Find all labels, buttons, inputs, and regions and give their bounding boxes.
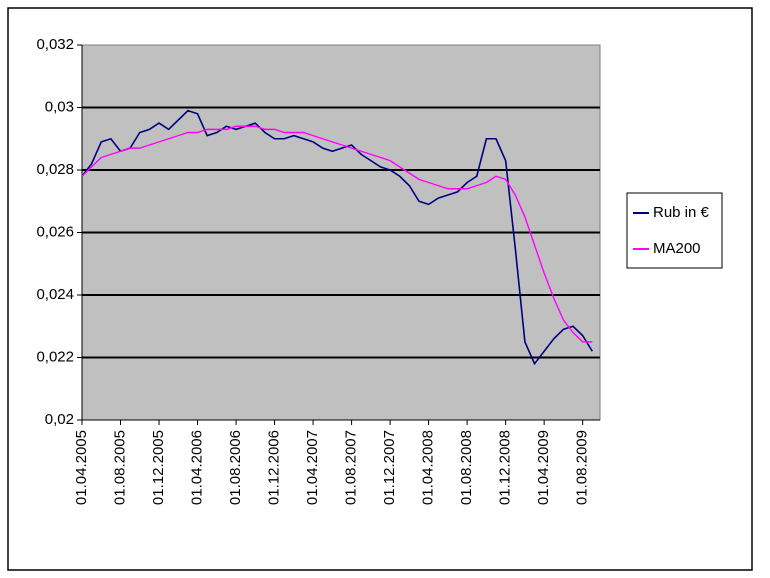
series-line (81, 109, 593, 366)
x-tick-label: 01.04.2007 (304, 430, 321, 505)
x-tick-label: 01.12.2008 (497, 430, 514, 505)
y-tick-label: 0,02 (45, 411, 74, 428)
y-tick-label: 0,028 (36, 161, 74, 178)
y-tick-label: 0,022 (36, 348, 74, 365)
y-tick-label: 0,03 (45, 98, 74, 115)
y-tick-label: 0,026 (36, 223, 74, 240)
x-tick-label: 01.12.2005 (150, 430, 167, 505)
x-tick-label: 01.12.2006 (266, 430, 283, 505)
legend-label: Rub in € (653, 204, 710, 221)
x-tick-label: 01.12.2007 (381, 430, 398, 505)
y-tick-label: 0,032 (36, 36, 74, 53)
x-tick-label: 01.08.2009 (574, 430, 591, 505)
legend-label: MA200 (653, 240, 701, 257)
legend-box (626, 192, 723, 269)
series-line (81, 125, 593, 343)
x-tick-label: 01.04.2005 (73, 430, 90, 505)
x-tick-label: 01.08.2007 (343, 430, 360, 505)
x-tick-label: 01.04.2006 (189, 430, 206, 505)
x-tick-label: 01.04.2008 (420, 430, 437, 505)
y-tick-label: 0,024 (36, 286, 74, 303)
x-tick-label: 01.08.2006 (227, 430, 244, 505)
x-tick-label: 01.08.2005 (111, 430, 128, 505)
x-tick-label: 01.08.2008 (458, 430, 475, 505)
x-tick-label: 01.04.2009 (535, 430, 552, 505)
